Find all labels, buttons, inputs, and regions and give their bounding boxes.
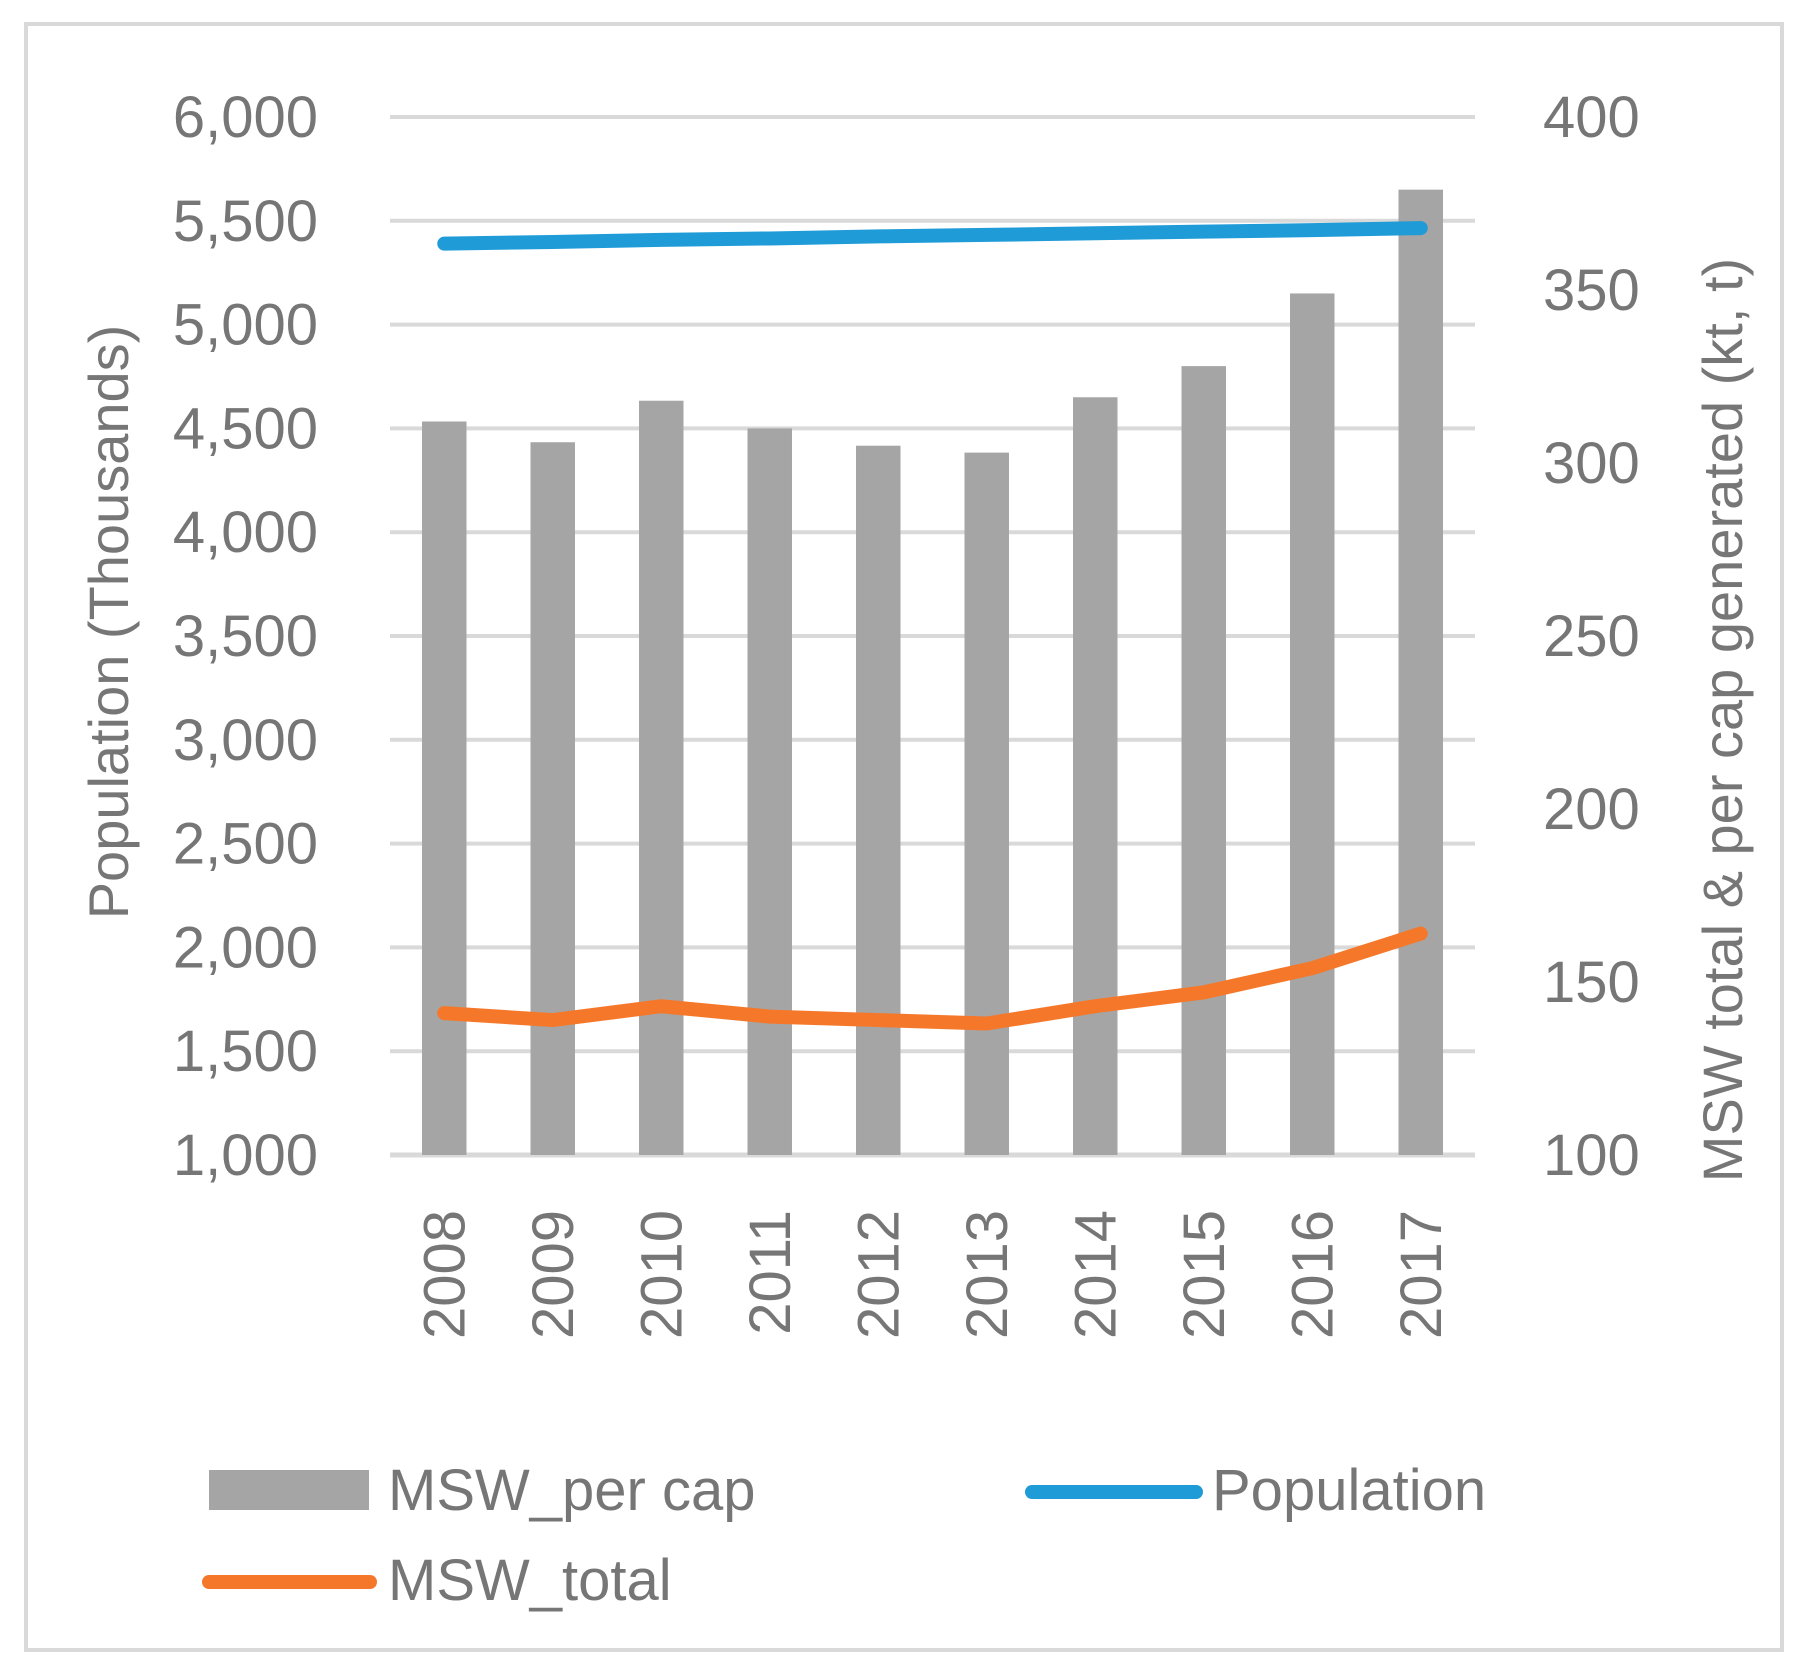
left-tick-label: 4,000 xyxy=(173,500,318,565)
line-population xyxy=(437,221,1428,251)
x-tick-label-2012: 2012 xyxy=(846,1210,911,1339)
x-tick-label-2008: 2008 xyxy=(412,1210,477,1339)
left-tick-label: 3,000 xyxy=(173,708,318,773)
bar-msw-per-cap-2013 xyxy=(964,452,1009,1155)
bar-msw-per-cap-2017 xyxy=(1398,189,1443,1155)
left-axis-title: Population (Thousands) xyxy=(77,325,140,920)
x-tick-label-2013: 2013 xyxy=(955,1210,1020,1339)
right-tick-label: 200 xyxy=(1543,777,1640,842)
left-tick-label: 1,000 xyxy=(173,1123,318,1188)
left-tick-label: 5,500 xyxy=(173,189,318,254)
x-tick-label-2015: 2015 xyxy=(1172,1210,1237,1339)
left-tick-label: 2,500 xyxy=(173,812,318,877)
bar-msw-per-cap-2011 xyxy=(747,428,792,1155)
bar-msw-per-cap-2015 xyxy=(1181,366,1226,1155)
bar-series-msw-per-cap xyxy=(422,189,1443,1156)
x-axis-ticks: 2008 2009 2010 2011 2012 2013 2014 2015 2016 2017 xyxy=(412,1210,1454,1339)
right-tick-label: 150 xyxy=(1543,950,1640,1015)
x-tick-label-2016: 2016 xyxy=(1280,1210,1345,1339)
bar-msw-per-cap-2014 xyxy=(1073,397,1118,1155)
right-tick-label: 100 xyxy=(1543,1123,1640,1188)
bar-msw-per-cap-2016 xyxy=(1290,293,1335,1156)
right-tick-label: 350 xyxy=(1543,258,1640,323)
left-axis-ticks: 1,000 1,500 2,000 2,500 3,000 3,500 4,000 4,500… xyxy=(173,85,318,1188)
bar-msw-per-cap-2012 xyxy=(856,445,901,1155)
bar-msw-per-cap-2009 xyxy=(530,442,575,1155)
bar-msw-per-cap-2008 xyxy=(422,421,467,1156)
left-tick-label: 5,000 xyxy=(173,293,318,358)
x-tick-label-2010: 2010 xyxy=(629,1210,694,1339)
right-tick-label: 400 xyxy=(1543,85,1640,150)
left-tick-label: 1,500 xyxy=(173,1019,318,1084)
left-tick-label: 2,000 xyxy=(173,915,318,980)
left-tick-label: 6,000 xyxy=(173,85,318,150)
x-tick-label-2011: 2011 xyxy=(738,1210,803,1335)
chart-frame xyxy=(24,22,1784,1652)
right-axis-title: MSW total & per cap generated (kt, t) xyxy=(1691,258,1754,1182)
legend-label-msw-total: MSW_total xyxy=(388,1548,672,1613)
legend-swatch-msw-per-cap xyxy=(209,1470,369,1510)
legend-label-msw-per-cap: MSW_per cap xyxy=(388,1458,755,1523)
right-tick-label: 300 xyxy=(1543,431,1640,496)
x-tick-label-2009: 2009 xyxy=(521,1210,586,1339)
legend: MSW_per cap Population MSW_total xyxy=(202,1458,1486,1613)
right-tick-label: 250 xyxy=(1543,604,1640,669)
line-msw-total xyxy=(437,926,1428,1031)
legend-label-population: Population xyxy=(1212,1458,1486,1523)
line-series xyxy=(437,221,1428,1031)
right-axis-ticks: 100 150 200 250 300 350 400 xyxy=(1543,85,1640,1188)
bar-msw-per-cap-2010 xyxy=(639,400,684,1156)
x-tick-label-2017: 2017 xyxy=(1389,1210,1454,1339)
x-tick-label-2014: 2014 xyxy=(1063,1210,1128,1339)
left-tick-label: 3,500 xyxy=(173,604,318,669)
left-tick-label: 4,500 xyxy=(173,396,318,461)
